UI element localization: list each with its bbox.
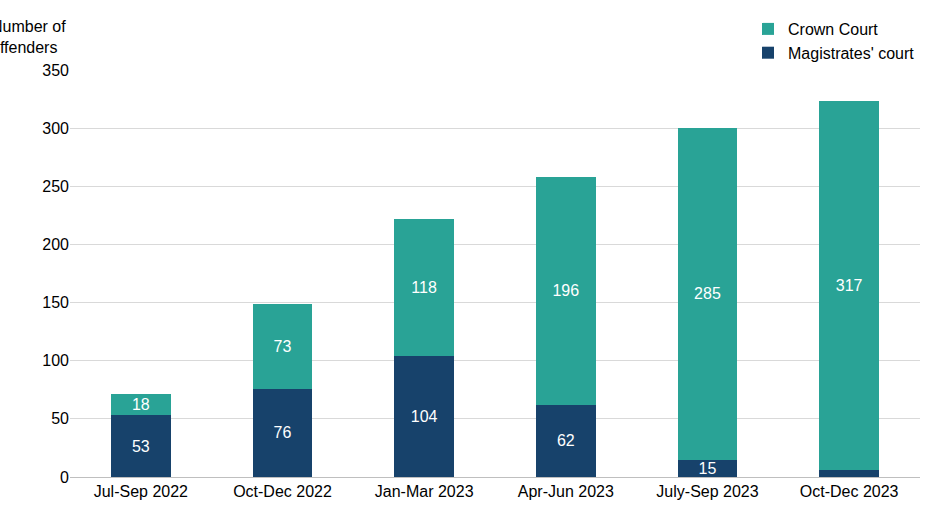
svg-text:Magistrates' court: Magistrates' court xyxy=(788,45,914,62)
svg-text:50: 50 xyxy=(51,410,69,427)
svg-text:118: 118 xyxy=(411,279,437,296)
svg-text:150: 150 xyxy=(42,294,69,311)
svg-text:196: 196 xyxy=(552,282,579,299)
svg-text:Jul-Sep 2022: Jul-Sep 2022 xyxy=(94,483,188,500)
svg-text:200: 200 xyxy=(42,236,69,253)
svg-text:0: 0 xyxy=(60,469,69,486)
svg-text:15: 15 xyxy=(699,460,717,477)
svg-text:Oct-Dec 2022: Oct-Dec 2022 xyxy=(233,483,332,500)
svg-text:350: 350 xyxy=(42,62,69,79)
svg-text:317: 317 xyxy=(836,277,863,294)
svg-text:Oct-Dec 2023: Oct-Dec 2023 xyxy=(800,483,899,500)
svg-text:300: 300 xyxy=(42,120,69,137)
svg-text:18: 18 xyxy=(132,396,150,413)
svg-text:62: 62 xyxy=(557,432,575,449)
svg-text:285: 285 xyxy=(694,285,721,302)
svg-text:53: 53 xyxy=(132,438,150,455)
svg-text:100: 100 xyxy=(42,352,69,369)
svg-text:73: 73 xyxy=(274,338,292,355)
svg-text:July-Sep 2023: July-Sep 2023 xyxy=(656,483,758,500)
svg-text:250: 250 xyxy=(42,178,69,195)
svg-text:Jan-Mar 2023: Jan-Mar 2023 xyxy=(375,483,474,500)
svg-text:Crown Court: Crown Court xyxy=(788,21,878,38)
svg-text:Apr-Jun 2023: Apr-Jun 2023 xyxy=(518,483,614,500)
svg-text:104: 104 xyxy=(411,408,438,425)
svg-text:Number ofoffenders: Number ofoffenders xyxy=(0,18,66,56)
svg-text:76: 76 xyxy=(274,424,292,441)
